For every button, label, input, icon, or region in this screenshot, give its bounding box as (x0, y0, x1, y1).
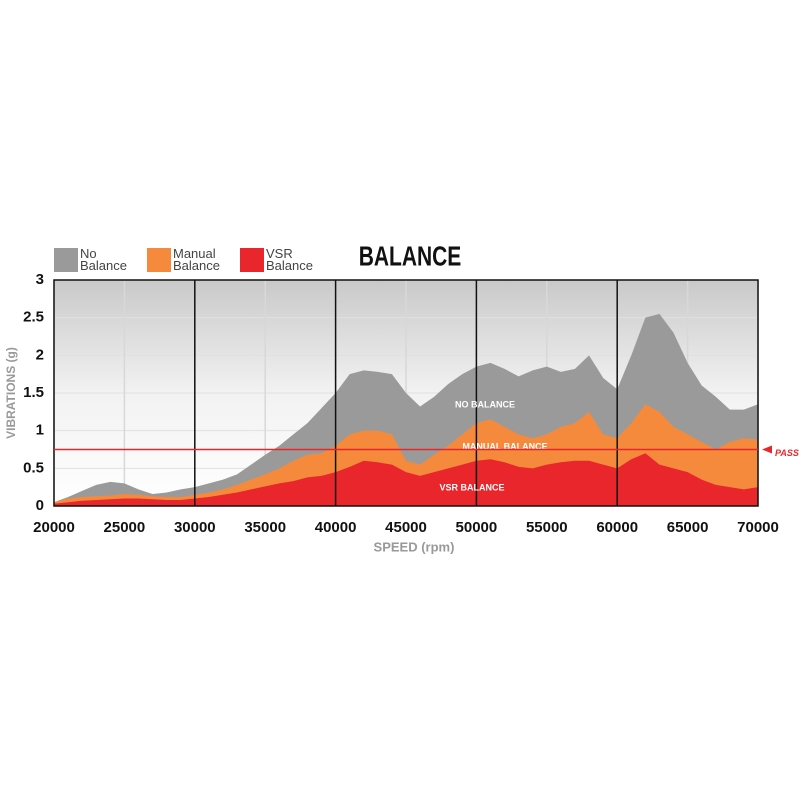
y-tick-label: 3 (36, 271, 44, 288)
x-tick-label: 60000 (596, 519, 638, 536)
y-tick-label: 1 (36, 422, 44, 439)
y-tick-label: 0 (36, 497, 44, 514)
y-axis-label: VIBRATIONS (g) (4, 347, 18, 439)
chart-title: BALANCE (359, 242, 462, 273)
pass-line-label: PASS LINE (775, 448, 800, 458)
x-tick-label: 35000 (244, 519, 286, 536)
x-tick-label: 55000 (526, 519, 568, 536)
y-tick-label: 2.5 (23, 309, 44, 326)
x-tick-label: 65000 (667, 519, 709, 536)
plot-frame (53, 279, 759, 507)
legend-swatch (240, 248, 264, 272)
x-tick-label: 20000 (33, 519, 75, 536)
legend-label: Manual Balance (173, 246, 220, 273)
x-tick-label: 45000 (385, 519, 427, 536)
area-label: VSR BALANCE (439, 482, 504, 492)
legend-label: No Balance (80, 246, 127, 273)
x-tick-label: 25000 (104, 519, 146, 536)
x-tick-label: 50000 (456, 519, 498, 536)
legend-swatch (54, 248, 78, 272)
y-tick-label: 1.5 (23, 384, 44, 401)
x-tick-label: 40000 (315, 519, 357, 536)
x-axis-label: SPEED (rpm) (374, 539, 455, 554)
x-tick-label: 70000 (737, 519, 779, 536)
pass-arrow (762, 445, 772, 454)
x-tick-label: 30000 (174, 519, 216, 536)
area-label: NO BALANCE (455, 399, 515, 409)
y-tick-label: 2 (36, 346, 44, 363)
legend-label: VSR Balance (266, 246, 313, 273)
legend-swatch (147, 248, 171, 272)
area (54, 453, 758, 506)
y-tick-label: 0.5 (23, 459, 44, 476)
area-label: MANUAL BALANCE (462, 441, 547, 451)
